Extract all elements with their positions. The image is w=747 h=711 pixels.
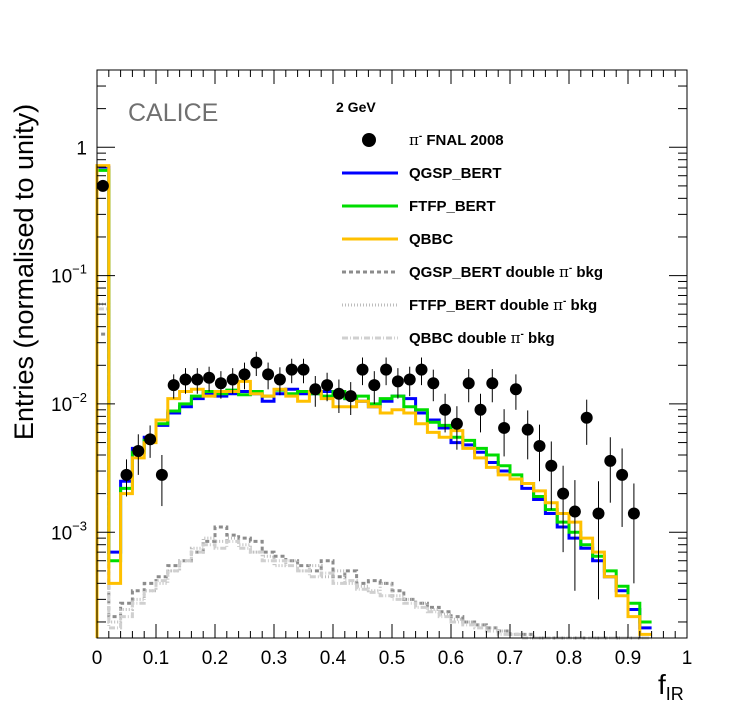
x-tick-label: 0.1 <box>143 648 169 669</box>
data-point <box>167 379 180 392</box>
data-point <box>545 459 558 472</box>
data-point <box>533 440 546 453</box>
data-point <box>380 363 393 376</box>
data-point <box>450 417 463 430</box>
data-point <box>557 487 570 500</box>
x-tick-label: 1 <box>682 648 693 669</box>
legend-label: π- FNAL 2008 <box>409 131 504 149</box>
data-point <box>568 505 581 518</box>
data-point <box>627 507 640 520</box>
legend-label: QGSP_BERT <box>409 165 502 182</box>
x-tick-label: 0 <box>92 648 103 669</box>
data-point <box>368 379 381 392</box>
y-tick-label: 10−3 <box>51 518 87 544</box>
data-point <box>321 379 334 392</box>
data-point <box>344 390 357 403</box>
data-point <box>616 468 629 481</box>
x-tick-label: 0.7 <box>497 648 523 669</box>
data-point <box>403 373 416 386</box>
data-point <box>486 377 499 390</box>
data-point <box>391 375 404 388</box>
x-tick-label: 0.2 <box>202 648 228 669</box>
data-point <box>132 444 145 457</box>
x-tick-label: 0.9 <box>615 648 641 669</box>
data-point <box>498 421 511 434</box>
legend-entry: QBBC <box>342 231 453 248</box>
x-tick-label: 0.4 <box>320 648 347 669</box>
y-tick-label: 1 <box>76 138 87 159</box>
legend-label: QBBC double π- bkg <box>409 329 555 347</box>
legend-entry: FTFP_BERT <box>342 198 496 215</box>
data-point <box>297 363 310 376</box>
legend-label: QBBC <box>409 231 453 248</box>
data-point <box>250 356 263 369</box>
data-point <box>226 373 239 386</box>
data-point <box>604 454 617 467</box>
data-point <box>238 368 251 381</box>
energy-label: 2 GeV <box>336 99 376 115</box>
histogram-layer <box>95 164 652 640</box>
series-qgsp-bert-double-bkg <box>95 332 652 640</box>
data-point <box>191 373 204 386</box>
legend-entry: QGSP_BERT double π- bkg <box>342 263 603 281</box>
data-point <box>415 363 428 376</box>
legend-label: FTFP_BERT double π- bkg <box>409 296 597 314</box>
series-qbbc <box>95 164 652 638</box>
axes-layer: 0 0.1 0.2 0.3 0.4 0.5 0.6 0.7 0.8 0.9 1 1 10−1 10−2 10… <box>51 69 693 669</box>
data-point <box>214 377 227 390</box>
data-point <box>309 383 322 396</box>
data-points-layer <box>96 179 640 600</box>
data-point <box>356 363 369 376</box>
x-tick-label: 0.8 <box>556 648 582 669</box>
data-point <box>285 363 298 376</box>
legend-entry: FTFP_BERT double π- bkg <box>342 296 597 314</box>
x-tick-label: 0.5 <box>379 648 405 669</box>
data-point <box>462 377 475 390</box>
data-point <box>332 387 345 400</box>
data-point <box>439 403 452 416</box>
y-tick-label: 10−1 <box>51 262 87 288</box>
data-point <box>203 371 216 384</box>
y-tick-label: 10−2 <box>51 390 87 416</box>
x-axis-title: fIR <box>658 669 684 704</box>
legend-label: QGSP_BERT double π- bkg <box>409 263 603 281</box>
data-point <box>521 423 534 436</box>
legend-entry: QGSP_BERT <box>342 165 502 182</box>
calice-watermark: CALICE <box>128 99 218 127</box>
y-axis-title: Entries (normalised to unity) <box>9 104 39 440</box>
data-point <box>179 373 192 386</box>
x-tick-label: 0.6 <box>438 648 464 669</box>
data-point <box>592 507 605 520</box>
series-qbbc-double-bkg <box>95 307 652 640</box>
legend-entry: QBBC double π- bkg <box>342 329 555 347</box>
data-point <box>144 433 157 446</box>
data-point <box>262 368 275 381</box>
data-point <box>427 377 440 390</box>
data-point <box>509 383 522 396</box>
data-point <box>155 468 168 481</box>
data-point <box>474 403 487 416</box>
x-tick-label: 0.3 <box>261 648 287 669</box>
legend: π- FNAL 2008 QGSP_BERT FTFP_BERT QBBC QGSP_B… <box>342 131 603 347</box>
legend-marker <box>362 133 376 147</box>
data-point <box>273 373 286 386</box>
data-point <box>580 411 593 424</box>
legend-entry: π- FNAL 2008 <box>362 131 504 149</box>
legend-label: FTFP_BERT <box>409 198 496 215</box>
data-point <box>120 468 133 481</box>
